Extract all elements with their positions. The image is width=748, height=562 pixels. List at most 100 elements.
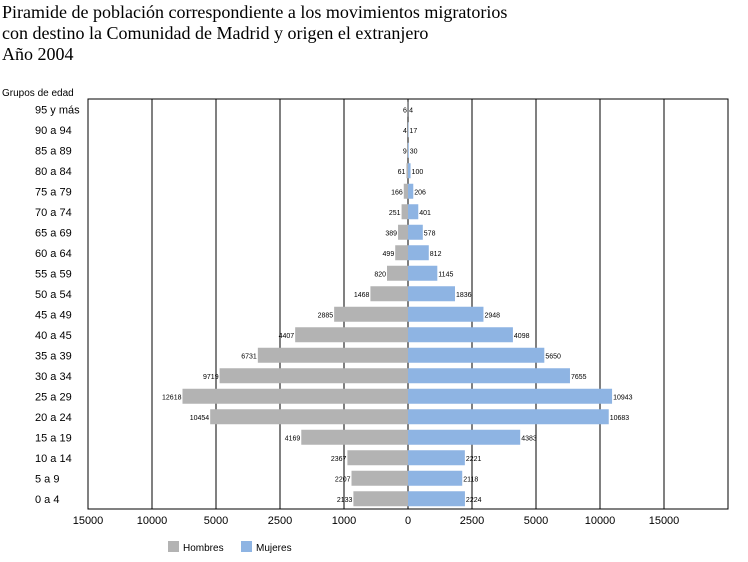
- data-label-mujeres: 4098: [514, 333, 530, 340]
- bar-mujeres: [408, 224, 423, 240]
- data-label-mujeres: 4383: [521, 435, 537, 442]
- bar-mujeres: [408, 142, 409, 158]
- legend-label-hombres: Hombres: [183, 543, 224, 554]
- bar-mujeres: [408, 327, 513, 343]
- data-label-hombres: 499: [383, 251, 395, 258]
- data-label-mujeres: 2118: [463, 476, 478, 483]
- bar-hombres: [295, 327, 408, 343]
- category-label: 65 a 69: [35, 227, 72, 239]
- data-label-hombres: 9719: [203, 374, 219, 381]
- bar-mujeres: [408, 409, 609, 425]
- bar-mujeres: [408, 286, 456, 302]
- data-label-hombres: 6731: [241, 353, 257, 360]
- legend-swatch-mujeres: [241, 541, 252, 552]
- data-label-mujeres: 30: [410, 148, 418, 155]
- bar-hombres: [401, 204, 408, 220]
- data-label-hombres: 2367: [331, 456, 347, 463]
- data-label-hombres: 4169: [285, 435, 301, 442]
- category-label: 55 a 59: [35, 268, 72, 280]
- data-label-hombres: 2885: [318, 312, 334, 319]
- bar-hombres: [403, 183, 408, 199]
- bar-hombres: [347, 450, 408, 466]
- legend-label-mujeres: Mujeres: [256, 543, 292, 554]
- bar-mujeres: [408, 388, 613, 404]
- category-label: 85 a 89: [35, 145, 72, 157]
- bar-hombres: [398, 224, 408, 240]
- data-label-mujeres: 812: [430, 251, 442, 258]
- category-label: 60 a 64: [35, 248, 72, 260]
- bar-mujeres: [408, 347, 545, 363]
- data-label-mujeres: 2948: [484, 312, 500, 319]
- data-label-hombres: 9: [403, 148, 407, 155]
- bar-hombres: [210, 409, 408, 425]
- data-label-mujeres: 401: [419, 210, 431, 217]
- category-label: 95 y más: [35, 104, 80, 116]
- bar-hombres: [257, 347, 408, 363]
- data-label-mujeres: 2221: [466, 456, 482, 463]
- chart-title: Piramide de población correspondiente a …: [2, 2, 507, 65]
- data-label-mujeres: 17: [409, 128, 417, 135]
- data-label-mujeres: 10683: [610, 415, 630, 422]
- data-label-mujeres: 4: [409, 107, 413, 114]
- category-label: 70 a 74: [35, 207, 72, 219]
- title-line-1: Piramide de población correspondiente a …: [2, 2, 508, 22]
- category-label: 5 a 9: [35, 473, 59, 485]
- data-label-hombres: 389: [385, 230, 397, 237]
- y-axis-title: Grupos de edad: [2, 88, 74, 99]
- x-tick-label: 5000: [524, 515, 548, 527]
- category-label: 15 a 19: [35, 432, 72, 444]
- data-label-hombres: 61: [398, 169, 406, 176]
- x-tick-label: 15000: [649, 515, 680, 527]
- category-label: 30 a 34: [35, 371, 72, 383]
- bar-hombres: [301, 429, 408, 445]
- bar-hombres: [351, 470, 408, 486]
- data-label-hombres: 251: [389, 210, 401, 217]
- category-label: 90 a 94: [35, 125, 72, 137]
- data-label-mujeres: 578: [424, 230, 436, 237]
- x-tick-label: 10000: [585, 515, 616, 527]
- bar-mujeres: [408, 183, 414, 199]
- bar-mujeres: [408, 491, 465, 507]
- data-label-hombres: 12618: [162, 394, 182, 401]
- category-label: 10 a 14: [35, 453, 72, 465]
- legend-swatch-hombres: [168, 541, 179, 552]
- bar-mujeres: [408, 429, 521, 445]
- data-label-hombres: 2207: [335, 476, 351, 483]
- category-label: 50 a 54: [35, 289, 72, 301]
- data-label-mujeres: 1145: [438, 271, 453, 278]
- category-label: 75 a 79: [35, 186, 72, 198]
- data-label-mujeres: 100: [412, 169, 424, 176]
- data-label-hombres: 2133: [337, 497, 353, 504]
- data-label-mujeres: 5650: [545, 353, 561, 360]
- data-label-mujeres: 1836: [456, 292, 472, 299]
- title-line-2: con destino la Comunidad de Madrid y ori…: [2, 23, 429, 43]
- data-label-hombres: 4: [403, 128, 407, 135]
- category-label: 25 a 29: [35, 391, 72, 403]
- bar-hombres: [353, 491, 408, 507]
- data-label-hombres: 4407: [279, 333, 295, 340]
- data-label-hombres: 10454: [190, 415, 210, 422]
- bar-hombres: [370, 286, 408, 302]
- category-label: 80 a 84: [35, 166, 72, 178]
- bar-mujeres: [408, 470, 463, 486]
- category-label: 20 a 24: [35, 412, 72, 424]
- x-tick-label: 5000: [204, 515, 228, 527]
- bar-mujeres: [408, 450, 465, 466]
- category-label: 45 a 49: [35, 309, 72, 321]
- category-label: 0 a 4: [35, 494, 59, 506]
- bar-hombres: [387, 265, 408, 281]
- data-label-hombres: 820: [374, 271, 386, 278]
- bar-hombres: [406, 163, 408, 179]
- bar-mujeres: [408, 265, 438, 281]
- category-label: 40 a 45: [35, 330, 72, 342]
- bar-hombres: [182, 388, 408, 404]
- data-label-hombres: 6: [403, 107, 407, 114]
- bar-mujeres: [408, 306, 484, 322]
- bar-mujeres: [408, 163, 411, 179]
- bar-hombres: [334, 306, 408, 322]
- data-label-mujeres: 10943: [613, 394, 633, 401]
- bar-hombres: [219, 368, 408, 384]
- x-tick-label: 2500: [268, 515, 292, 527]
- x-tick-label: 2500: [460, 515, 484, 527]
- bar-hombres: [395, 245, 408, 261]
